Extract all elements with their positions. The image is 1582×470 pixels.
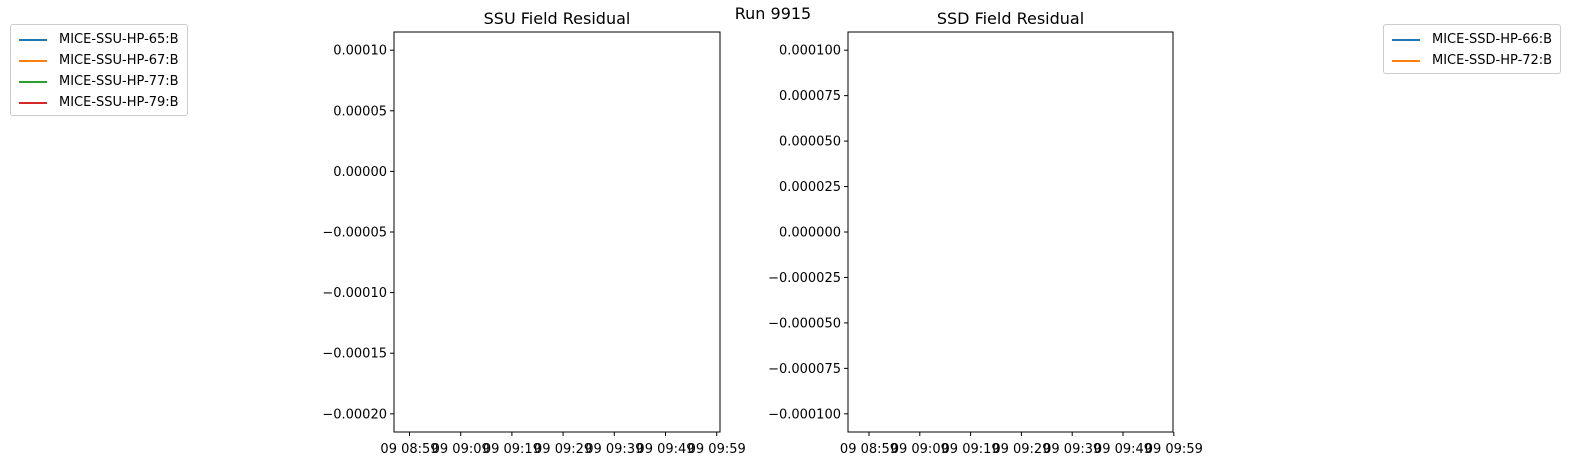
ssu-y-tick-label: −0.00005 (322, 226, 387, 241)
legend-entry-mice-ssu-hp-65-b: MICE-SSU-HP-65:B (19, 29, 179, 50)
legend-swatch (19, 80, 47, 83)
series-line-mice-ssu-hp-79-b (737, 50, 1034, 171)
ssd-y-tick-label: 0.000050 (779, 135, 841, 150)
ssd-axes-frame (847, 31, 1174, 433)
ssd-x-tick-label: 09 09:29 (992, 442, 1050, 457)
legend-entry-mice-ssd-hp-66-b: MICE-SSD-HP-66:B (1392, 29, 1552, 50)
ssu-x-tick-label: 09 09:19 (483, 442, 541, 457)
ssd-chart: SSD Field Residual 0.000100 0.000075 0.0000… (768, 9, 1489, 457)
ssd-x-tick-label: 09 09:59 (1145, 442, 1203, 457)
ssu-axes-frame (393, 31, 721, 433)
legend-entry-mice-ssu-hp-67-b: MICE-SSU-HP-67:B (19, 50, 179, 71)
legend-label: MICE-SSU-HP-67:B (59, 53, 179, 68)
ssd-y-tick-label: −0.000075 (768, 362, 841, 377)
series-line-mice-ssd-hp-66-b (1199, 50, 1489, 414)
ssd-y-tick-label: 0.000025 (779, 180, 841, 195)
ssu-x-tick-label: 09 09:39 (585, 442, 643, 457)
ssd-y-tick-label: −0.000100 (768, 407, 841, 422)
ssd-x-tick-label: 09 09:19 (942, 442, 1000, 457)
legend-label: MICE-SSD-HP-66:B (1432, 32, 1553, 47)
ssd-y-tick-label: −0.000025 (768, 271, 841, 286)
ssd-x-tick-label: 09 09:49 (1094, 442, 1152, 457)
ssu-y-tick-label: −0.00015 (322, 347, 387, 362)
ssu-legend: MICE-SSU-HP-65:B MICE-SSU-HP-67:B MICE-SSU… (10, 24, 188, 116)
ssu-chart: SSU Field Residual 0.00010 0.00005 0.00000 −… (322, 9, 1034, 457)
figure-suptitle: Run 9915 (735, 4, 811, 23)
ssd-y-tick-label: −0.000050 (768, 316, 841, 331)
ssu-x-tick-label: 09 09:49 (636, 442, 694, 457)
ssu-y-tick-label: 0.00000 (333, 165, 387, 180)
series-line-mice-ssu-hp-65-b (742, 50, 1034, 292)
ssu-y-tick-label: 0.00010 (333, 44, 387, 59)
legend-swatch (19, 101, 47, 104)
series-line-mice-ssu-hp-77-b (737, 171, 1034, 413)
ssu-x-tick-label: 09 09:59 (688, 442, 746, 457)
ssu-y-tick-label: 0.00005 (333, 104, 387, 119)
ssd-x-tick-label: 09 09:39 (1043, 442, 1101, 457)
ssu-x-tick-label: 09 09:09 (432, 442, 490, 457)
ssu-chart-title: SSU Field Residual (484, 9, 631, 28)
legend-entry-mice-ssu-hp-77-b: MICE-SSU-HP-77:B (19, 71, 179, 92)
legend-swatch (1392, 38, 1420, 41)
ssd-chart-title: SSD Field Residual (937, 9, 1084, 28)
series-line-mice-ssd-hp-72-b (1194, 50, 1489, 414)
ssu-y-tick-label: −0.00020 (322, 407, 387, 422)
ssu-y-tick-label: −0.00010 (322, 286, 387, 301)
legend-label: MICE-SSD-HP-72:B (1432, 53, 1553, 68)
legend-label: MICE-SSU-HP-79:B (59, 95, 179, 110)
ssd-y-tick-label: 0.000000 (779, 226, 841, 241)
ssd-y-tick-label: 0.000100 (779, 44, 841, 59)
legend-entry-mice-ssd-hp-72-b: MICE-SSD-HP-72:B (1392, 50, 1552, 71)
legend-entry-mice-ssu-hp-79-b: MICE-SSU-HP-79:B (19, 92, 179, 113)
ssu-x-tick-label: 09 08:59 (380, 442, 438, 457)
ssd-x-tick-label: 09 09:09 (891, 442, 949, 457)
legend-swatch (19, 38, 47, 41)
legend-swatch (19, 59, 47, 62)
legend-label: MICE-SSU-HP-65:B (59, 32, 179, 47)
ssd-x-tick-label: 09 08:59 (840, 442, 898, 457)
legend-label: MICE-SSU-HP-77:B (59, 74, 179, 89)
ssd-legend: MICE-SSD-HP-66:B MICE-SSD-HP-72:B (1383, 24, 1562, 74)
ssu-x-tick-label: 09 09:29 (534, 442, 592, 457)
series-line-mice-ssu-hp-67-b (742, 50, 1034, 292)
legend-swatch (1392, 59, 1420, 62)
ssd-plot-area (1194, 50, 1489, 414)
ssd-y-tick-label: 0.000075 (779, 89, 841, 104)
